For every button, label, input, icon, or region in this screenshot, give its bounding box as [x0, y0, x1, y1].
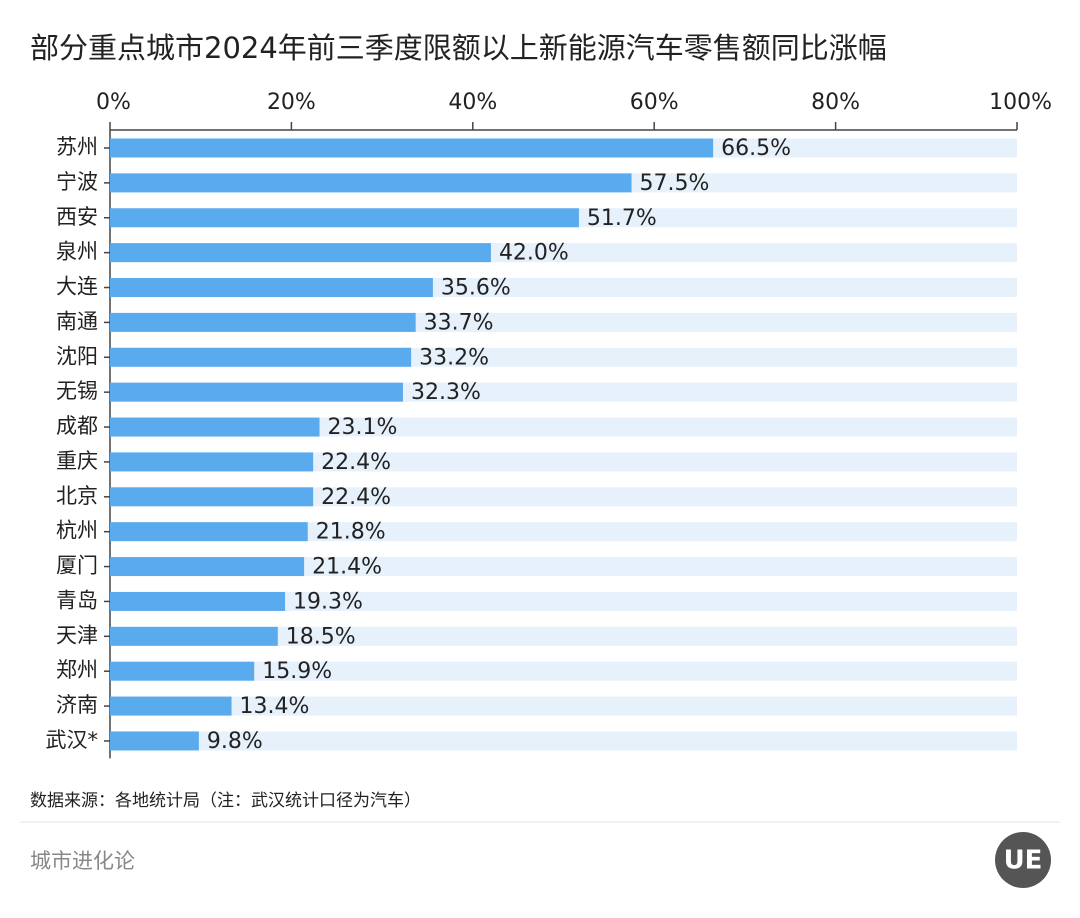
- bar: [110, 208, 579, 228]
- bar-track: [110, 626, 1017, 646]
- value-label: 32.3%: [411, 380, 481, 405]
- y-tick-label: 泉州: [56, 240, 98, 264]
- bar: [110, 487, 314, 507]
- y-tick-label: 北京: [56, 484, 98, 508]
- value-label: 57.5%: [640, 171, 710, 196]
- y-tick-label: 重庆: [56, 449, 98, 473]
- value-label: 42.0%: [499, 241, 569, 266]
- bar: [110, 347, 412, 367]
- bar-track: [110, 557, 1017, 577]
- y-tick-label: 南通: [56, 309, 98, 333]
- bar: [110, 731, 199, 751]
- value-label: 23.1%: [328, 415, 398, 440]
- y-tick-label: 成都: [56, 414, 98, 438]
- value-label: 22.4%: [321, 485, 391, 510]
- chart-title: 部分重点城市2024年前三季度限额以上新能源汽车零售额同比涨幅: [30, 31, 887, 65]
- y-tick-label: 无锡: [56, 379, 98, 403]
- x-tick-label: 100%: [989, 90, 1052, 115]
- value-label: 66.5%: [721, 136, 791, 161]
- x-tick-label: 80%: [811, 90, 860, 115]
- value-label: 19.3%: [293, 589, 363, 614]
- y-tick-label: 沈阳: [56, 344, 98, 368]
- y-tick-label: 杭州: [56, 519, 98, 543]
- y-tick-label: 苏州: [56, 135, 98, 159]
- value-label: 21.8%: [316, 520, 386, 545]
- y-tick-label: 厦门: [56, 554, 98, 578]
- bar-track: [110, 487, 1017, 507]
- value-label: 18.5%: [286, 624, 356, 649]
- y-tick-label: 大连: [56, 275, 98, 299]
- bar-track: [110, 417, 1017, 437]
- value-label: 51.7%: [587, 206, 657, 231]
- bar: [110, 138, 714, 158]
- bar: [110, 382, 403, 402]
- bar: [110, 522, 308, 542]
- bar: [110, 591, 286, 611]
- value-label: 21.4%: [312, 555, 382, 580]
- bar: [110, 557, 305, 577]
- bar-track: [110, 661, 1017, 681]
- x-tick-label: 0%: [96, 90, 131, 115]
- bar-track: [110, 731, 1017, 751]
- y-tick-label: 宁波: [56, 170, 98, 194]
- value-label: 9.8%: [207, 729, 263, 754]
- bar: [110, 417, 320, 437]
- bar: [110, 312, 416, 332]
- y-tick-label: 西安: [56, 205, 98, 229]
- value-label: 22.4%: [321, 450, 391, 475]
- y-tick-label: 郑州: [56, 658, 98, 682]
- value-label: 35.6%: [441, 276, 511, 301]
- value-label: 33.2%: [419, 345, 489, 370]
- logo: UE: [1004, 846, 1043, 876]
- bar-track: [110, 522, 1017, 542]
- y-tick-label: 青岛: [56, 588, 98, 612]
- x-tick-label: 20%: [267, 90, 316, 115]
- bar: [110, 626, 278, 646]
- x-tick-label: 60%: [630, 90, 679, 115]
- brand: 城市进化论: [30, 849, 135, 873]
- bar: [110, 696, 232, 716]
- bar: [110, 452, 314, 472]
- y-tick-label: 济南: [56, 693, 98, 717]
- value-label: 15.9%: [262, 659, 332, 684]
- logo-circle: [995, 832, 1051, 888]
- y-tick-label: 武汉*: [46, 728, 99, 752]
- bar: [110, 173, 632, 193]
- y-tick-label: 天津: [56, 623, 98, 647]
- bar-track: [110, 591, 1017, 611]
- bar-track: [110, 696, 1017, 716]
- bar: [110, 278, 433, 298]
- bar-track: [110, 452, 1017, 472]
- value-label: 33.7%: [424, 310, 494, 335]
- bar: [110, 661, 255, 681]
- value-label: 13.4%: [240, 694, 310, 719]
- bar: [110, 243, 491, 263]
- x-tick-label: 40%: [448, 90, 497, 115]
- source-note: 数据来源：各地统计局（注：武汉统计口径为汽车）: [30, 791, 421, 811]
